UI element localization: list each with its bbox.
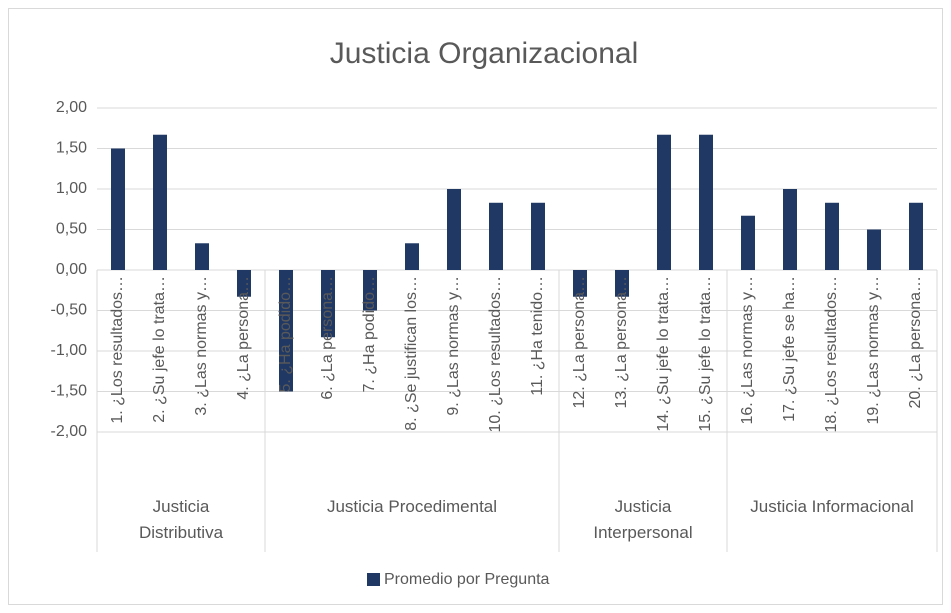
legend-swatch bbox=[367, 573, 380, 586]
x-tick-label: 1. ¿Los resultados… bbox=[109, 276, 126, 424]
bar bbox=[363, 270, 377, 311]
x-tick-label: 12. ¿La persona… bbox=[571, 276, 588, 409]
bar bbox=[867, 229, 881, 270]
chart-title: Justicia Organizacional bbox=[330, 37, 638, 70]
x-tick-label: 17. ¿Su jefe se ha… bbox=[781, 276, 798, 422]
x-tick-label: 16. ¿Las normas y… bbox=[739, 276, 756, 425]
group-label-box: Justicia Informacional bbox=[750, 497, 914, 516]
group-label: Justicia Informacional bbox=[750, 497, 914, 516]
x-tick-label: 8. ¿Se justifican los… bbox=[403, 276, 420, 431]
x-tick-label: 6. ¿La persona… bbox=[319, 276, 336, 400]
bar bbox=[153, 134, 167, 270]
x-tick-label: 7. ¿Ha podido… bbox=[361, 276, 378, 393]
bar bbox=[321, 270, 335, 338]
bar bbox=[531, 202, 545, 270]
bar bbox=[909, 202, 923, 270]
x-tick-label: 20. ¿La persona… bbox=[907, 276, 924, 409]
bar bbox=[279, 270, 293, 392]
group-label-box: Justicia Interpersonal bbox=[593, 497, 693, 542]
x-tick-label: 18. ¿Los resultados… bbox=[823, 276, 840, 433]
bar bbox=[447, 189, 461, 270]
bar bbox=[783, 189, 797, 270]
bar bbox=[699, 134, 713, 270]
group-label: Justicia Distributiva bbox=[138, 497, 224, 542]
bar bbox=[237, 270, 251, 297]
bar bbox=[825, 202, 839, 270]
x-tick-label: 14. ¿Su jefe lo trata… bbox=[655, 276, 672, 432]
bar bbox=[741, 215, 755, 270]
group-label-box: Justicia Distributiva bbox=[138, 497, 224, 542]
x-tick-label: 3. ¿Las normas y… bbox=[193, 276, 210, 416]
bar bbox=[111, 148, 125, 270]
group-label: Justicia Interpersonal bbox=[593, 497, 693, 542]
x-tick-label: 9. ¿Las normas y… bbox=[445, 276, 462, 416]
x-tick-label: 5. ¿Ha podido… bbox=[277, 276, 294, 393]
x-tick-label: 13. ¿La persona… bbox=[613, 276, 630, 409]
x-tick-label: 10. ¿Los resultados… bbox=[487, 276, 504, 433]
bar bbox=[615, 270, 629, 297]
bar bbox=[573, 270, 587, 297]
x-tick-label: 4. ¿La persona… bbox=[235, 276, 252, 400]
bar bbox=[195, 243, 209, 270]
y-tick-label: 1,00 bbox=[56, 180, 87, 197]
bar bbox=[405, 243, 419, 270]
bar bbox=[657, 134, 671, 270]
y-tick-label: -1,00 bbox=[51, 342, 88, 359]
y-tick-label: 0,00 bbox=[56, 261, 87, 278]
y-tick-label: 2,00 bbox=[56, 99, 87, 116]
y-tick-label: -0,50 bbox=[51, 302, 88, 319]
y-tick-label: -1,50 bbox=[51, 383, 88, 400]
x-tick-label: 19. ¿Las normas y… bbox=[865, 276, 882, 425]
y-tick-label: 0,50 bbox=[56, 221, 87, 238]
x-tick-label: 2. ¿Su jefe lo trata… bbox=[151, 276, 168, 423]
group-label: Justicia Procedimental bbox=[326, 497, 498, 516]
group-label-box: Justicia Procedimental bbox=[326, 497, 498, 516]
x-tick-label: 11. ¿Ha tenido… bbox=[529, 276, 546, 396]
x-tick-label: 15. ¿Su jefe lo trata… bbox=[697, 276, 714, 432]
y-tick-label: -2,00 bbox=[51, 423, 88, 440]
legend-label: Promedio por Pregunta bbox=[384, 571, 550, 588]
y-tick-label: 1,50 bbox=[56, 140, 87, 157]
bar bbox=[489, 202, 503, 270]
